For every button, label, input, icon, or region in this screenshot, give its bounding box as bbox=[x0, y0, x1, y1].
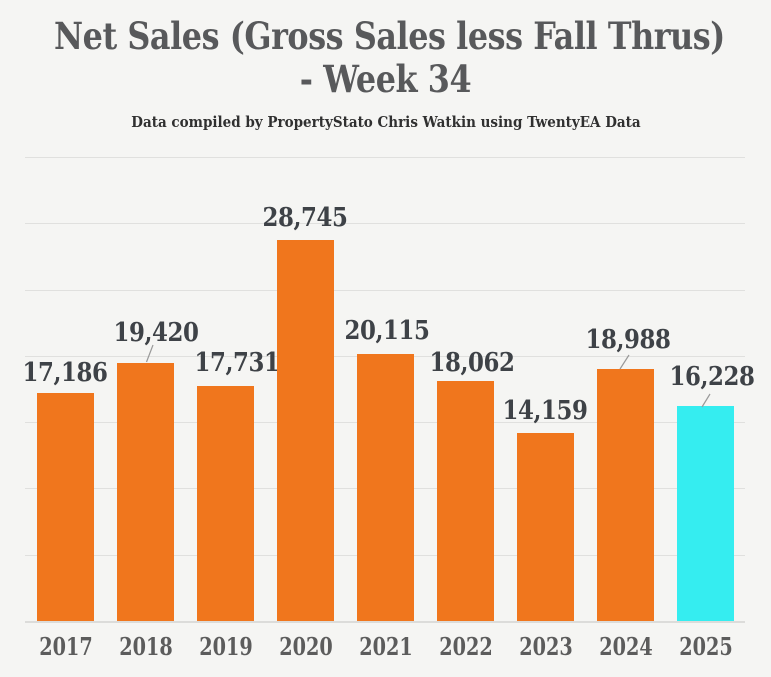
x-axis-label-2020: 2020 bbox=[278, 632, 333, 661]
bar-2024 bbox=[597, 369, 654, 621]
value-label-2020: 28,745 bbox=[262, 203, 348, 233]
x-axis-label-2018: 2018 bbox=[118, 632, 173, 661]
bar-2021 bbox=[357, 354, 414, 621]
value-label-2017: 17,186 bbox=[22, 358, 108, 388]
value-label-2021: 20,115 bbox=[344, 316, 430, 346]
bar-2018 bbox=[117, 363, 174, 621]
x-axis-label-2019: 2019 bbox=[198, 632, 253, 661]
x-axis-label-2023: 2023 bbox=[518, 632, 573, 661]
leader-line-2024 bbox=[619, 354, 630, 370]
x-axis-label-2022: 2022 bbox=[438, 632, 493, 661]
value-label-2023: 14,159 bbox=[502, 396, 588, 426]
value-label-2025: 16,228 bbox=[669, 362, 755, 392]
value-label-2019: 17,731 bbox=[194, 348, 280, 378]
chart-title-line2: - Week 34 bbox=[299, 57, 472, 101]
x-axis-line bbox=[25, 621, 745, 623]
bar-2023 bbox=[517, 433, 574, 621]
bar-2020 bbox=[277, 239, 334, 621]
bar-2022 bbox=[437, 381, 494, 621]
gridline-35000 bbox=[25, 156, 745, 158]
chart-subtitle-text: Data compiled by PropertyStato Chris Wat… bbox=[130, 113, 641, 131]
bar-2017 bbox=[37, 393, 94, 621]
chart-subtitle: Data compiled by PropertyStato Chris Wat… bbox=[0, 113, 771, 131]
bar-2025 bbox=[677, 405, 734, 621]
gridline-25000 bbox=[25, 289, 745, 291]
gridline-30000 bbox=[25, 223, 745, 225]
chart-title: Net Sales (Gross Sales less Fall Thrus) … bbox=[0, 15, 771, 101]
x-axis-label-2017: 2017 bbox=[38, 632, 93, 661]
chart-title-line1: Net Sales (Gross Sales less Fall Thrus) bbox=[53, 14, 725, 58]
bar-2019 bbox=[197, 385, 254, 621]
x-axis-label-2025: 2025 bbox=[678, 632, 733, 661]
x-axis-label-2024: 2024 bbox=[598, 632, 653, 661]
value-label-2022: 18,062 bbox=[429, 348, 515, 378]
value-label-2018: 19,420 bbox=[113, 318, 199, 348]
x-axis-label-2021: 2021 bbox=[358, 632, 413, 661]
value-label-2024: 18,988 bbox=[585, 325, 671, 355]
